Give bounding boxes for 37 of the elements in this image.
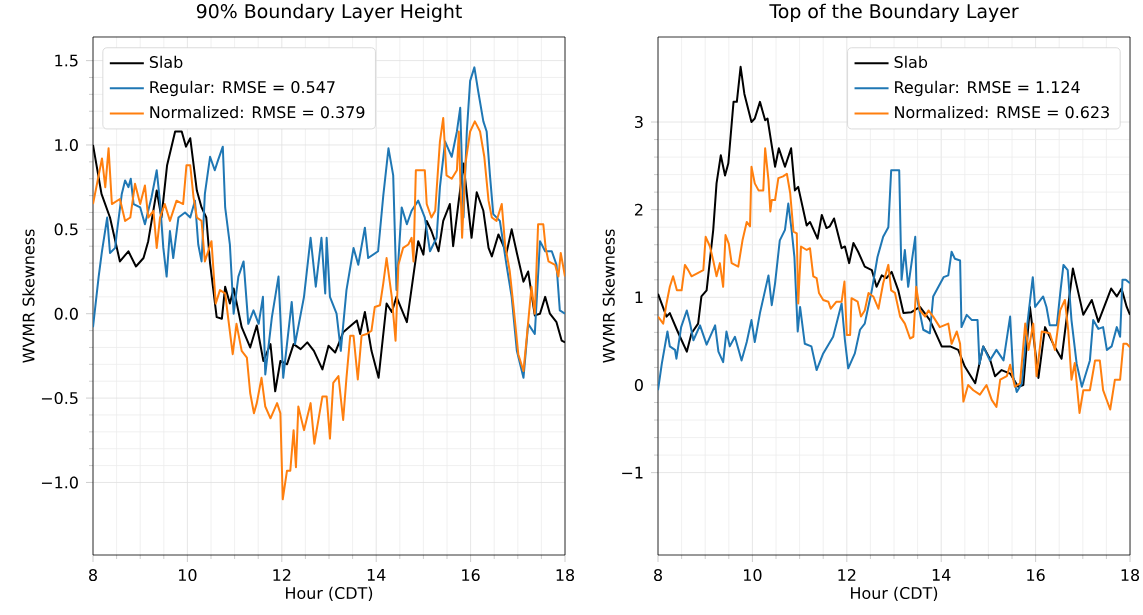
y-axis-title: WVMR Skewness: [602, 229, 615, 363]
x-tick-label: 12: [273, 569, 291, 581]
y-axis-title: WVMR Skewness: [22, 229, 35, 363]
x-tick-label: 18: [1121, 569, 1140, 582]
x-tick-label: 18: [556, 569, 575, 582]
y-tick-label: 0: [634, 378, 643, 391]
y-tick-label: −1: [622, 466, 643, 479]
x-tick-label: 14: [932, 569, 951, 581]
x-tick-label: 8: [654, 569, 662, 582]
line-series: [93, 66, 566, 379]
x-tick-label: 16: [462, 569, 480, 582]
chart-title: 90% Boundary Layer Height: [196, 3, 462, 22]
y-tick-label: 1.0: [55, 138, 78, 151]
x-tick-label: 8: [89, 569, 97, 582]
y-tick-label: 1: [635, 291, 643, 304]
y-tick-label: 0.0: [54, 307, 78, 320]
legend-label: Slab: [149, 55, 183, 69]
x-tick-label: 16: [1027, 569, 1045, 582]
legend-label: Normalized: RMSE = 0.379: [150, 105, 365, 119]
legend-label: Regular: RMSE = 0.547: [150, 80, 335, 97]
x-tick-label: 10: [179, 569, 197, 582]
chart-title: Top of the Boundary Layer: [769, 3, 1019, 22]
x-tick-label: 10: [744, 569, 762, 582]
y-tick-label: 0.5: [54, 223, 78, 236]
legend-label: Regular: RMSE = 1.124: [895, 80, 1080, 97]
y-tick-label: −1.0: [41, 476, 78, 489]
x-axis-title: Hour (CDT): [851, 586, 938, 601]
legend-label: Normalized: RMSE = 0.623: [895, 105, 1109, 119]
line-series: [658, 147, 1131, 415]
y-tick-label: 1.5: [55, 54, 78, 67]
x-tick-label: 12: [838, 569, 856, 581]
y-tick-label: 2: [634, 203, 643, 216]
legend-label: Slab: [894, 55, 928, 69]
x-axis-title: Hour (CDT): [286, 586, 373, 601]
y-tick-label: −0.5: [41, 392, 78, 405]
y-tick-label: 3: [635, 115, 643, 129]
x-tick-label: 14: [367, 569, 386, 581]
